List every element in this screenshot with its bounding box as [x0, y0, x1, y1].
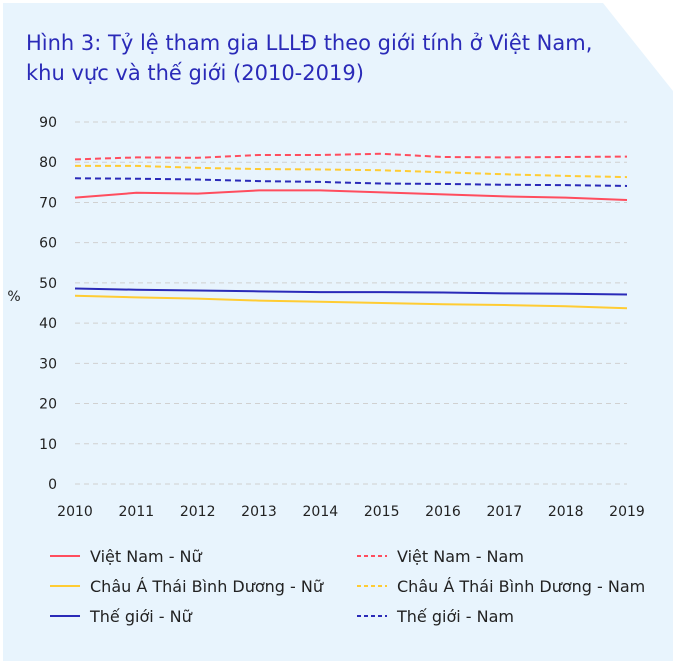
series-line: [74, 152, 628, 161]
chart-title: Hình 3: Tỷ lệ tham gia LLLĐ theo giới tí…: [26, 31, 593, 85]
legend-label: Thế giới - Nữ: [89, 607, 193, 626]
legend-label: Thế giới - Nam: [396, 607, 514, 626]
y-tick-label: 0: [48, 477, 57, 493]
x-tick-label: 2012: [180, 504, 216, 520]
y-tick-label: 30: [39, 356, 57, 372]
y-tick-label: 70: [39, 195, 57, 211]
y-tick-label: 80: [39, 155, 57, 171]
series-line: [75, 164, 628, 179]
series-line: [74, 177, 628, 187]
series-line: [74, 294, 628, 310]
series-line: [74, 287, 628, 296]
x-tick-label: 2015: [364, 504, 400, 520]
legend-label: Việt Nam - Nữ: [90, 547, 203, 566]
chart-card: [3, 3, 673, 661]
x-tick-label: 2011: [119, 504, 155, 520]
x-tick-label: 2013: [241, 504, 277, 520]
x-tick-label: 2014: [303, 504, 339, 520]
y-tick-label: 90: [39, 115, 57, 131]
y-tick-label: 40: [39, 316, 57, 332]
y-axis-label: %: [7, 289, 20, 305]
legend-label: Châu Á Thái Bình Dương - Nữ: [90, 577, 324, 596]
x-tick-label: 2010: [57, 504, 93, 520]
y-tick-label: 60: [39, 236, 57, 252]
x-tick-label: 2018: [548, 504, 584, 520]
x-tick-label: 2016: [425, 504, 461, 520]
series-line: [74, 189, 628, 202]
y-tick-label: 10: [39, 437, 57, 453]
y-tick-label: 20: [39, 397, 57, 413]
x-tick-label: 2019: [609, 504, 645, 520]
legend-label: Châu Á Thái Bình Dương - Nam: [397, 577, 645, 596]
y-tick-label: 50: [39, 276, 57, 292]
x-tick-label: 2017: [487, 504, 523, 520]
legend-label: Việt Nam - Nam: [397, 547, 524, 566]
